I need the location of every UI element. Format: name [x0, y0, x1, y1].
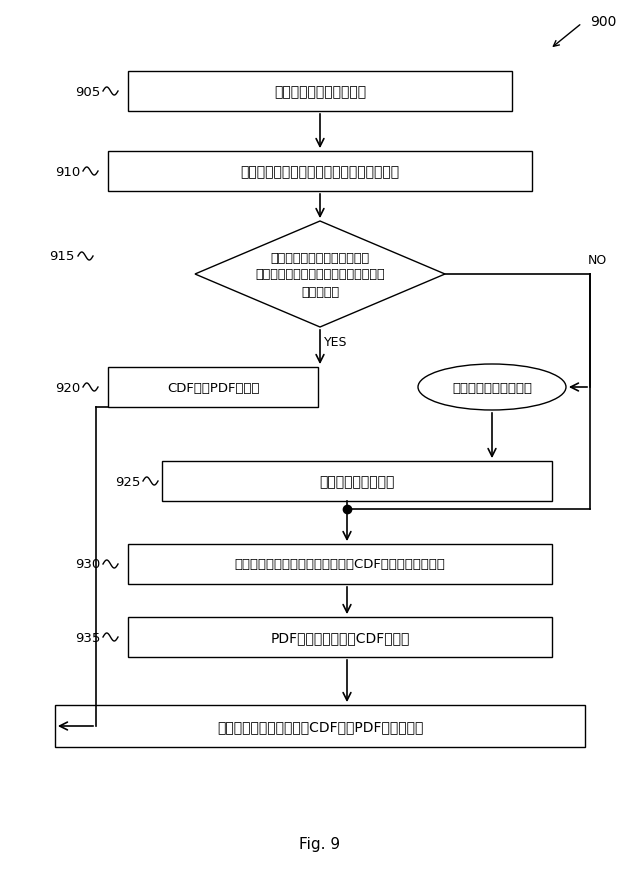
- Text: 930: 930: [75, 558, 100, 571]
- FancyBboxPatch shape: [128, 544, 552, 585]
- Text: 905: 905: [75, 85, 100, 98]
- Text: 925: 925: [115, 475, 140, 488]
- Text: 900: 900: [590, 15, 616, 29]
- Text: リアルタイム更新の予約: リアルタイム更新の予約: [274, 85, 366, 99]
- Text: 前兆変換を用いた、信号へのデータの変換: 前兆変換を用いた、信号へのデータの変換: [241, 165, 399, 179]
- Text: 935: 935: [75, 631, 100, 644]
- FancyBboxPatch shape: [108, 368, 318, 408]
- Ellipse shape: [418, 364, 566, 410]
- Text: 時間スケールの関数としての連綜CDFのフィッティング: 時間スケールの関数としての連綜CDFのフィッティング: [235, 558, 445, 571]
- FancyBboxPatch shape: [162, 462, 552, 501]
- Text: オンライン配備においてCDF及びPDFが利用可能: オンライン配備においてCDF及びPDFが利用可能: [217, 719, 423, 734]
- Text: 915: 915: [50, 250, 75, 263]
- Text: 時間スケールのリスト: 時間スケールのリスト: [452, 381, 532, 394]
- FancyBboxPatch shape: [108, 152, 532, 191]
- Text: PDFを得るための、CDFの微分: PDFを得るための、CDFの微分: [270, 630, 410, 644]
- Text: 920: 920: [55, 381, 80, 394]
- Text: Fig. 9: Fig. 9: [300, 836, 340, 851]
- FancyBboxPatch shape: [128, 72, 512, 112]
- Text: 確率時間従属関係の選択肢に
対するベイジアンネットワークの訓練
指数分布？: 確率時間従属関係の選択肢に 対するベイジアンネットワークの訓練 指数分布？: [255, 252, 385, 299]
- Text: 910: 910: [55, 166, 80, 178]
- Text: CDF及びPDFの算出: CDF及びPDFの算出: [167, 381, 259, 394]
- Text: イベント確率の算出: イベント確率の算出: [319, 475, 395, 488]
- Text: YES: YES: [324, 335, 348, 348]
- FancyBboxPatch shape: [55, 705, 585, 747]
- Polygon shape: [195, 222, 445, 328]
- FancyBboxPatch shape: [128, 618, 552, 657]
- Text: NO: NO: [588, 254, 607, 268]
